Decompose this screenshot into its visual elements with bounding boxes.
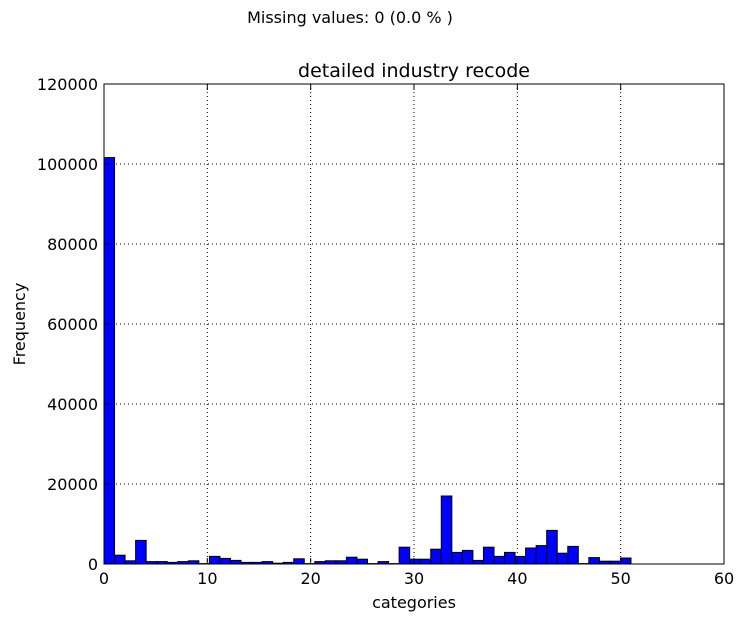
y-tick-label: 80000 [47,235,98,254]
chart-title: detailed industry recode [298,60,530,82]
y-tick-label: 20000 [47,475,98,494]
missing-values-caption: Missing values: 0 (0.0 % ) [247,8,453,27]
y-axis-tick-labels: 0 20000 40000 60000 80000 100000 120000 [37,75,98,574]
histogram-bar [619,557,632,565]
histogram-bar [135,539,147,565]
histogram-bar [114,554,126,565]
histogram-bar [208,555,221,565]
histogram-bar [472,559,484,565]
histogram-bar [556,552,569,565]
y-tick-label: 120000 [37,75,98,94]
grid-lines [103,83,725,565]
x-tick-label: 10 [197,569,217,588]
histogram-bar [588,557,600,565]
x-tick-label: 0 [99,569,109,588]
x-tick-label: 30 [404,569,424,588]
histogram-bar [356,558,368,565]
histogram-bar [409,558,421,565]
y-tick-label: 0 [88,555,98,574]
histogram-bar [229,559,242,565]
histogram-bar [493,555,506,565]
histogram-bar [293,558,305,565]
histogram-bars [103,157,632,565]
histogram-bar [345,556,358,565]
y-tick-label: 40000 [47,395,98,414]
histogram-bar [440,495,453,565]
histogram-bar [525,547,537,565]
histogram-bar [103,157,116,565]
histogram-bar [451,551,463,565]
histogram-bar [419,558,432,565]
histogram-bar [430,548,442,565]
histogram-bar [504,551,516,565]
x-tick-label: 60 [714,569,734,588]
y-axis-label: Frequency [10,283,29,366]
x-axis-tick-labels: 0 10 20 30 40 50 60 [99,569,734,588]
histogram-bar [546,529,558,565]
histogram-bar [461,549,474,565]
histogram-bar [535,545,548,565]
histogram-bar [219,557,231,565]
histogram-bar [514,555,527,565]
histogram-bar [567,545,579,565]
x-tick-label: 20 [300,569,320,588]
histogram-bar [482,546,495,565]
histogram-bar [398,546,411,565]
x-tick-label: 50 [610,569,630,588]
axis-ticks [103,83,725,565]
y-tick-label: 100000 [37,155,98,174]
y-tick-label: 60000 [47,315,98,334]
x-axis-label: categories [372,593,456,612]
x-tick-label: 40 [507,569,527,588]
